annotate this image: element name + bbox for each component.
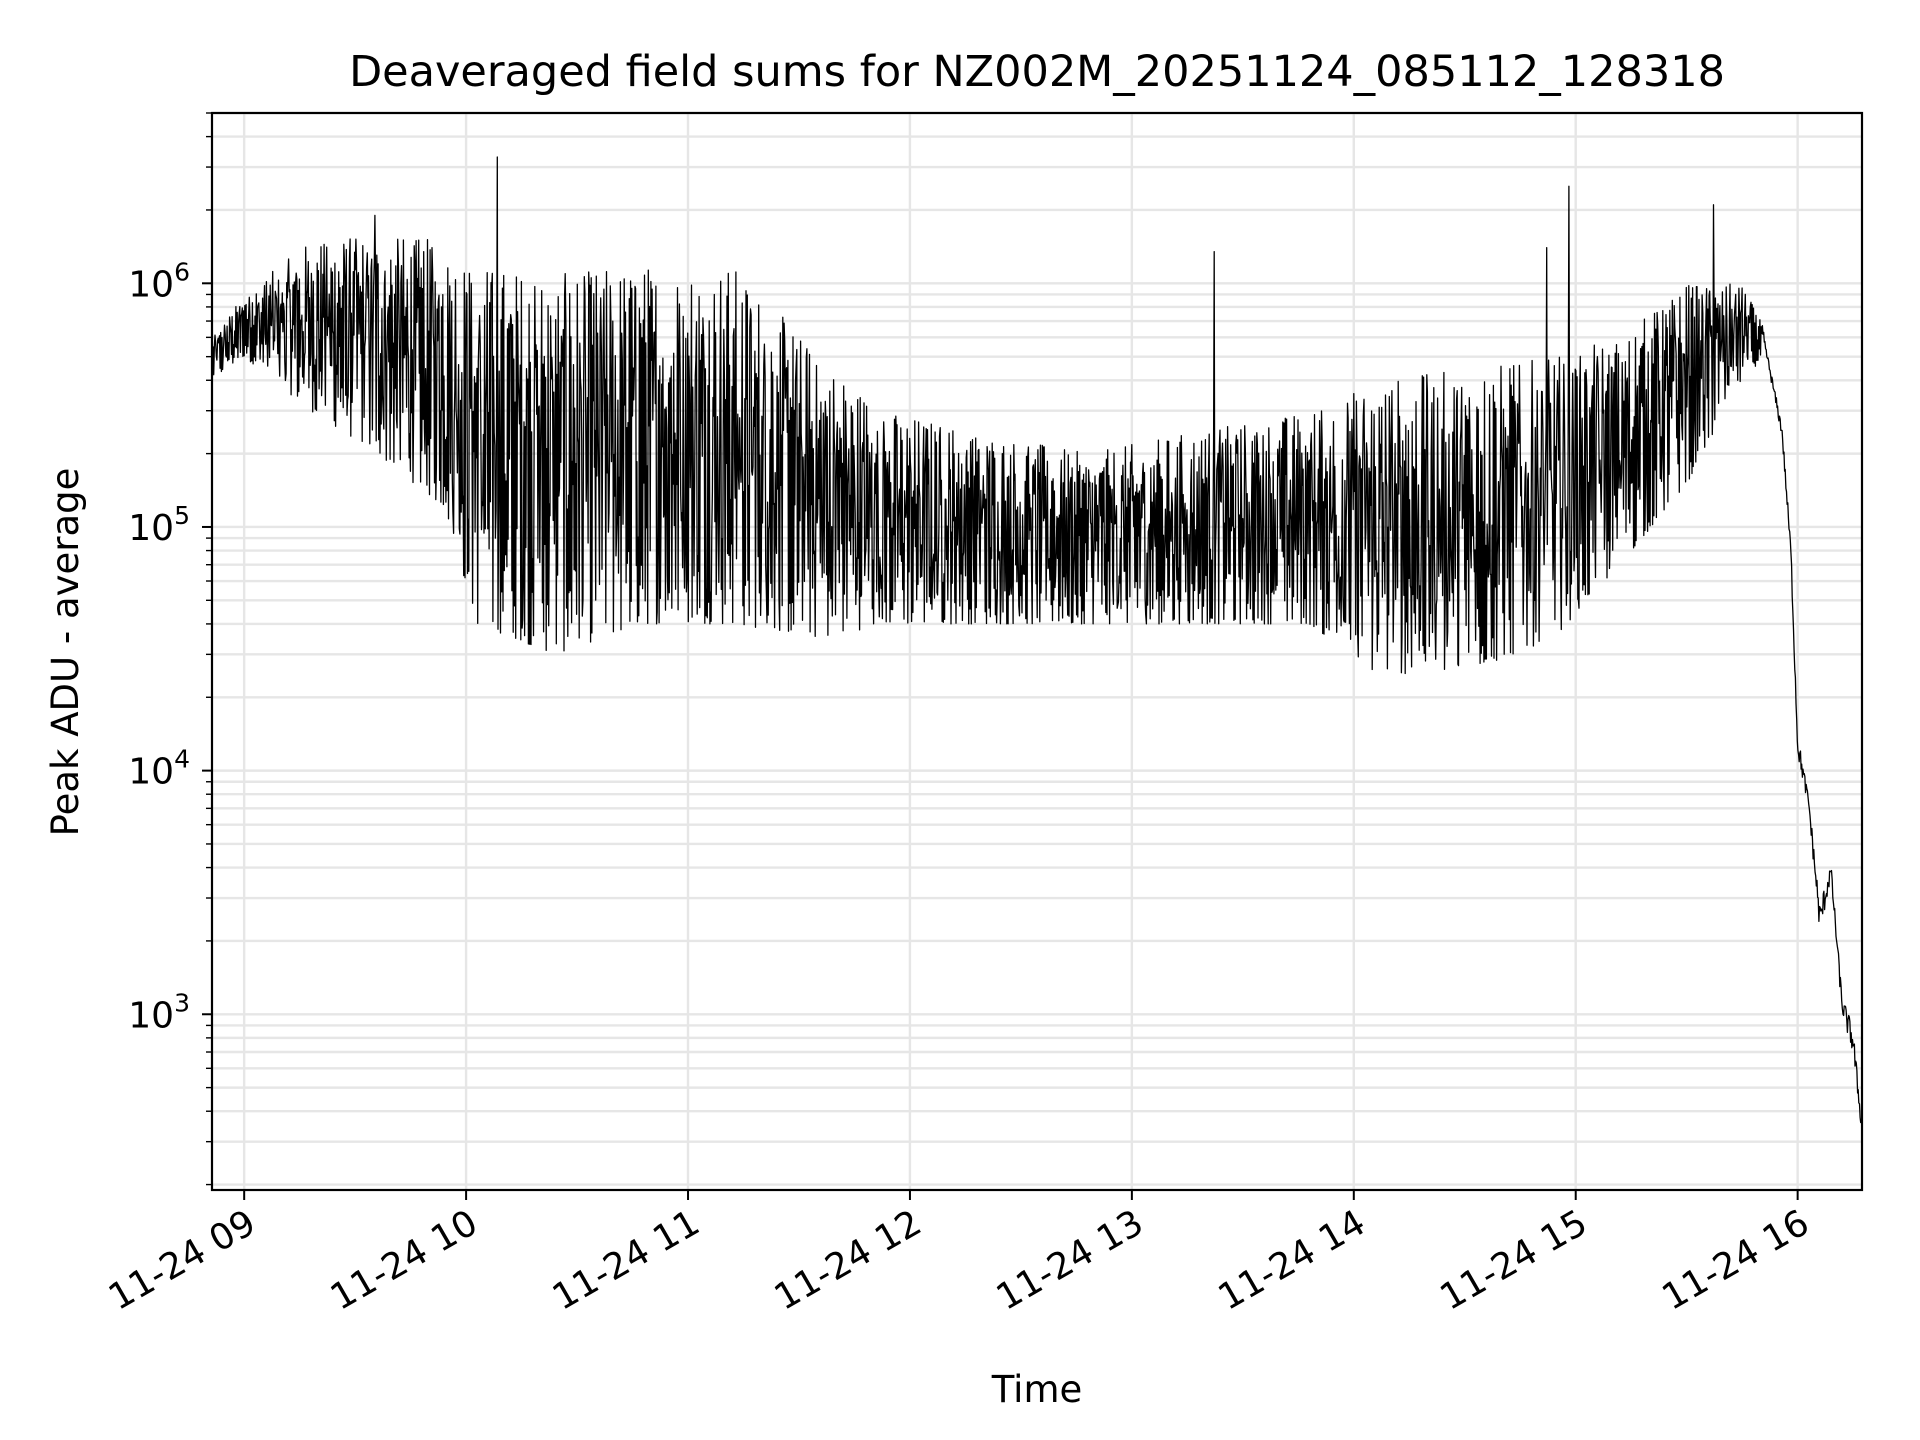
x-tick-label: 11-24 12 [768,1202,929,1318]
tick-layer [202,112,1799,1200]
x-axis-label: Time [991,1368,1083,1411]
grid-layer [212,111,1862,1190]
chart-title: Deaveraged field sums for NZ002M_2025112… [349,47,1725,97]
y-tick-label: 106 [128,257,190,305]
y-tick-label: 103 [128,988,190,1036]
x-tick-label: 11-24 15 [1434,1202,1595,1318]
series-line [212,156,1863,1129]
x-tick-label: 11-24 16 [1655,1202,1816,1318]
series-layer [212,156,1863,1129]
x-tick-label: 11-24 11 [546,1202,707,1318]
y-tick-label: 104 [128,745,190,793]
y-axis-label: Peak ADU - average [44,468,87,837]
x-tick-label: 11-24 09 [102,1202,263,1318]
x-tick-label: 11-24 10 [324,1202,485,1318]
x-tick-label: 11-24 13 [990,1202,1151,1318]
y-tick-label: 105 [128,501,190,549]
plot-frame [210,111,1864,1192]
x-tick-label: 11-24 14 [1212,1202,1373,1318]
